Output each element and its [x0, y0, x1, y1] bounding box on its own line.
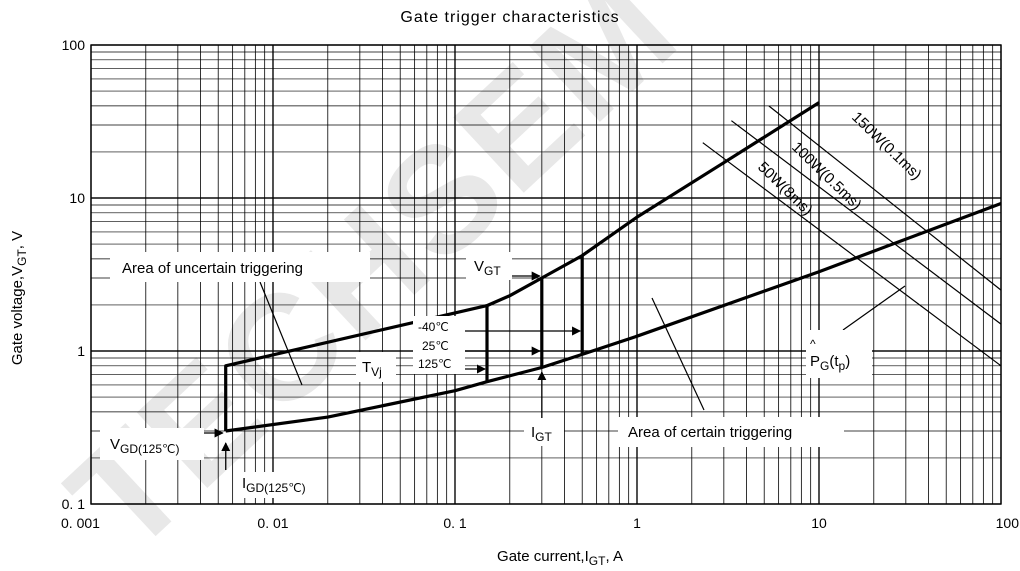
plot-frame — [90, 44, 1002, 505]
pg-tp-label: PG(tp) — [810, 353, 850, 373]
axes — [90, 44, 1002, 505]
x-tick-label: 100 — [996, 515, 1020, 531]
annotation-arrows — [198, 271, 906, 470]
x-axis-label: Gate current,IGT, A — [497, 548, 623, 568]
series-pg-150w-0.1ms — [768, 105, 1002, 291]
certain-area-label: Area of certain triggering — [628, 424, 792, 441]
y-tick-label: 100 — [62, 37, 86, 53]
series-lines — [224, 101, 1002, 433]
y-tick-label: 0. 1 — [62, 496, 86, 512]
uncertain-area-label: Area of uncertain triggering — [122, 260, 303, 277]
techsem-watermark: TECHSEM — [37, 0, 708, 571]
igd-label: IGD(125℃) — [242, 475, 306, 495]
temp-125-label: 125℃ — [418, 357, 452, 371]
temp-minus40-label: -40℃ — [418, 320, 449, 334]
vgd-label: VGD(125℃) — [110, 436, 180, 456]
chart-title: Gate trigger characteristics — [400, 9, 619, 26]
series-pg-100w-0.5ms — [731, 120, 1002, 325]
igt-label: IGT — [531, 424, 553, 444]
x-tick-label: 0. 1 — [443, 515, 467, 531]
pg-150w-label: 150W(0.1ms) — [848, 109, 925, 184]
pg-leader — [842, 285, 906, 331]
x-tick-label: 10 — [811, 515, 827, 531]
pg-hat: ^ — [810, 337, 816, 351]
y-tick-labels: 0. 1 1 10 100 — [62, 37, 86, 512]
x-tick-label: 0. 001 — [61, 515, 100, 531]
x-tick-label: 1 — [633, 515, 641, 531]
certain-leader — [651, 297, 705, 411]
uncertain-leader — [259, 281, 303, 386]
series-pg-50w-8ms — [702, 142, 1002, 367]
y-tick-label: 10 — [69, 190, 85, 206]
y-tick-label: 1 — [77, 343, 85, 359]
y-axis-label: Gate voltage,VGT, V — [9, 231, 29, 365]
temp-25-label: 25℃ — [422, 339, 449, 353]
tvj-label: TVj — [362, 359, 382, 379]
x-tick-labels: 0. 001 0. 01 0. 1 1 10 100 — [61, 515, 1019, 531]
vgt-label: VGT — [474, 258, 501, 278]
x-tick-label: 0. 01 — [257, 515, 288, 531]
